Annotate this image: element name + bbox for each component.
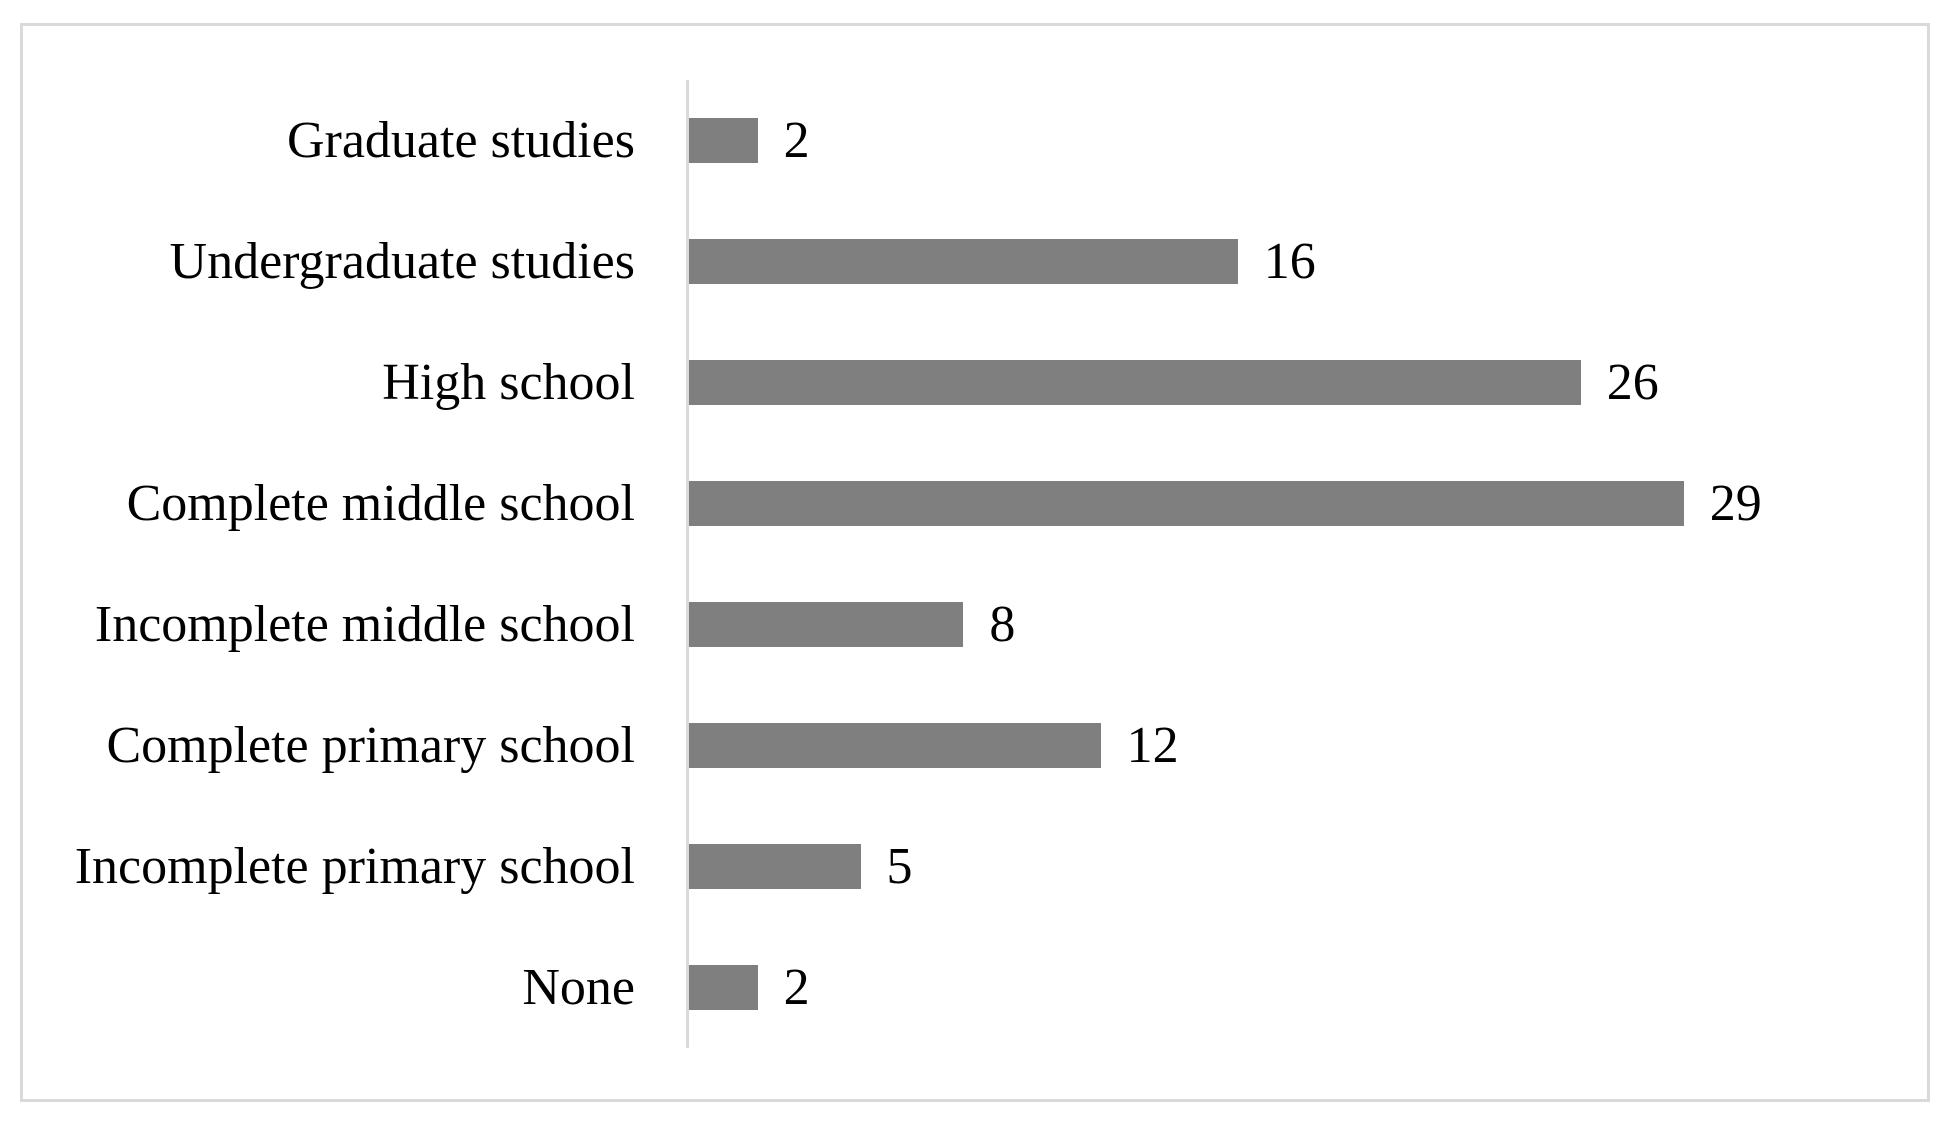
category-label: None xyxy=(522,958,635,1016)
chart-panel: Graduate studies 2 Undergraduate studies… xyxy=(20,23,1930,1102)
value-label: 16 xyxy=(1263,232,1316,290)
bar-row: Graduate studies 2 xyxy=(23,80,1927,201)
plot-area: Graduate studies 2 Undergraduate studies… xyxy=(23,80,1927,1048)
bar xyxy=(689,481,1684,526)
category-label: Incomplete middle school xyxy=(94,595,635,653)
value-label: 29 xyxy=(1709,474,1762,532)
y-axis-line xyxy=(686,80,689,1048)
value-label: 26 xyxy=(1606,353,1659,411)
value-label: 2 xyxy=(783,111,810,169)
bar-rows: Graduate studies 2 Undergraduate studies… xyxy=(23,80,1927,1048)
bar xyxy=(689,239,1238,284)
category-label: High school xyxy=(382,353,635,411)
bar-row: Complete primary school 12 xyxy=(23,685,1927,806)
bar-row: Incomplete middle school 8 xyxy=(23,564,1927,685)
bar xyxy=(689,965,758,1010)
category-label: Undergraduate studies xyxy=(169,232,635,290)
bar xyxy=(689,723,1101,768)
category-label: Incomplete primary school xyxy=(74,837,635,895)
bar xyxy=(689,844,861,889)
value-label: 5 xyxy=(886,837,913,895)
value-label: 8 xyxy=(989,595,1016,653)
value-label: 12 xyxy=(1126,716,1179,774)
category-label: Graduate studies xyxy=(286,111,635,169)
category-label: Complete middle school xyxy=(126,474,635,532)
bar-row: High school 26 xyxy=(23,322,1927,443)
category-label: Complete primary school xyxy=(106,716,635,774)
bar-row: None 2 xyxy=(23,927,1927,1048)
bar-row: Undergraduate studies 16 xyxy=(23,201,1927,322)
bar xyxy=(689,118,758,163)
bar-row: Complete middle school 29 xyxy=(23,443,1927,564)
value-label: 2 xyxy=(783,958,810,1016)
bar xyxy=(689,360,1581,405)
bar xyxy=(689,602,964,647)
bar-row: Incomplete primary school 5 xyxy=(23,806,1927,927)
